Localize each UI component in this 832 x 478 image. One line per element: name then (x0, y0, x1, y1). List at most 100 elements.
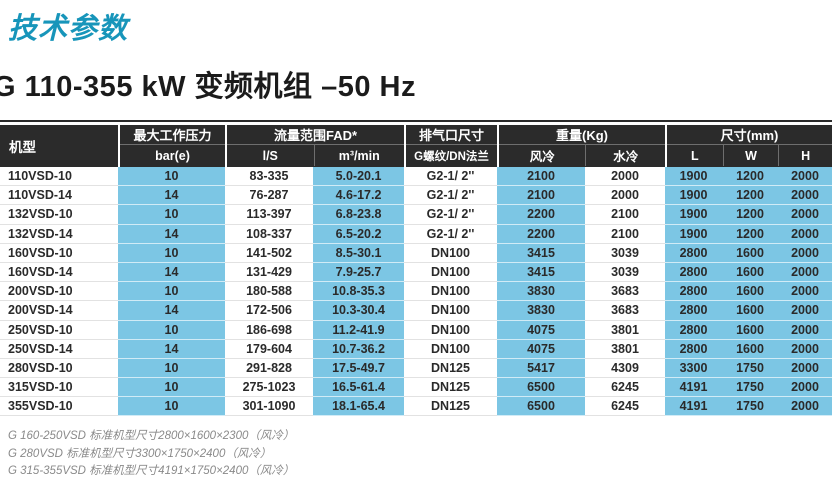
header-dimensions-label: 尺寸(mm) (720, 128, 779, 143)
footnotes: G 160-250VSD 标准机型尺寸2800×1600×2300（风冷） G … (8, 428, 294, 478)
value-cell: 3300 (665, 358, 722, 379)
value-cell: 2000 (778, 301, 832, 321)
value-cell: 2100 (497, 167, 585, 187)
value-cell: 291-828 (225, 358, 313, 379)
table-row: 132VSD-14 14 108-337 6.5-20.2 G2-1/ 2'' 2200 2… (0, 224, 832, 244)
header-outlet-sub: G螺纹/DN法兰 (414, 150, 489, 163)
value-cell: 10.7-36.2 (313, 339, 404, 359)
value-cell: 2800 (665, 301, 722, 321)
value-cell: DN100 (404, 339, 497, 359)
value-cell: DN125 (404, 358, 497, 379)
value-cell: 179-604 (225, 339, 313, 359)
page-subtitle: G 110-355 kW 变频机组 –50 Hz (0, 71, 416, 103)
value-cell: 1600 (722, 339, 778, 359)
value-cell: 1750 (722, 397, 778, 417)
value-cell: 10 (118, 378, 225, 398)
value-cell: 2000 (778, 282, 832, 302)
header-group-weight: 重量(Kg) 风冷 水冷 (497, 125, 665, 167)
value-cell: 3039 (585, 262, 665, 283)
model-cell: 160VSD-14 (0, 262, 118, 283)
value-cell: 2000 (778, 378, 832, 398)
value-cell: 275-1023 (225, 378, 313, 398)
value-cell: 2000 (778, 320, 832, 340)
header-pressure-label: 最大工作压力 (133, 128, 212, 143)
footnote-line: G 160-250VSD 标准机型尺寸2800×1600×2300（风冷） (8, 430, 295, 442)
value-cell: 10 (118, 320, 225, 340)
header-outlet-label: 排气口尺寸 (418, 128, 484, 143)
header-model-label: 机型 (9, 140, 36, 155)
table-row: 250VSD-14 14 179-604 10.7-36.2 DN100 4075 3801… (0, 339, 832, 359)
value-cell: 14 (118, 186, 225, 206)
model-cell: 355VSD-10 (0, 397, 118, 417)
value-cell: 10 (118, 205, 225, 225)
model-cell: 280VSD-10 (0, 358, 118, 379)
value-cell: 6245 (585, 397, 665, 417)
value-cell: 180-588 (225, 282, 313, 302)
value-cell: 113-397 (225, 205, 313, 225)
value-cell: 2000 (585, 167, 665, 187)
header-weight-water: 水冷 (585, 145, 665, 166)
value-cell: 2800 (665, 339, 722, 359)
value-cell: G2-1/ 2'' (404, 224, 497, 244)
value-cell: 14 (118, 262, 225, 283)
value-cell: DN125 (404, 378, 497, 398)
value-cell: DN100 (404, 282, 497, 302)
page-title: 技术参数 (8, 13, 129, 45)
value-cell: 10 (118, 167, 225, 187)
value-cell: 10.8-35.3 (313, 282, 404, 302)
table-row: 355VSD-10 10 301-1090 18.1-65.4 DN125 6500 624… (0, 397, 832, 417)
header-flow-ls: l/S (262, 148, 278, 163)
value-cell: G2-1/ 2'' (404, 167, 497, 187)
value-cell: 1600 (722, 262, 778, 283)
model-cell: 315VSD-10 (0, 378, 118, 398)
value-cell: 4075 (497, 320, 585, 340)
value-cell: G2-1/ 2'' (404, 186, 497, 206)
value-cell: DN100 (404, 243, 497, 263)
table-row: 280VSD-10 10 291-828 17.5-49.7 DN125 5417 4309… (0, 358, 832, 379)
value-cell: 2000 (778, 205, 832, 225)
value-cell: 4191 (665, 397, 722, 417)
header-dim-h: H (778, 145, 832, 166)
value-cell: 2800 (665, 320, 722, 340)
value-cell: 2800 (665, 243, 722, 263)
value-cell: 1900 (665, 167, 722, 187)
value-cell: 2000 (778, 186, 832, 206)
value-cell: 6.8-23.8 (313, 205, 404, 225)
value-cell: 1200 (722, 186, 778, 206)
header-flow-label: 流量范围FAD* (273, 128, 358, 143)
value-cell: 2800 (665, 262, 722, 283)
model-cell: 110VSD-10 (0, 167, 118, 187)
value-cell: G2-1/ 2'' (404, 205, 497, 225)
value-cell: 1900 (665, 224, 722, 244)
value-cell: 5.0-20.1 (313, 167, 404, 187)
value-cell: 2000 (778, 339, 832, 359)
table-row: 200VSD-10 10 180-588 10.8-35.3 DN100 3830 3683… (0, 282, 832, 302)
value-cell: 83-335 (225, 167, 313, 187)
header-group-dimensions: 尺寸(mm) L W H (665, 125, 832, 167)
value-cell: 3801 (585, 320, 665, 340)
value-cell: 2000 (778, 224, 832, 244)
model-cell: 132VSD-10 (0, 205, 118, 225)
header-group-flow: 流量范围FAD* l/S m³/min (225, 125, 404, 167)
value-cell: 3830 (497, 282, 585, 302)
value-cell: 76-287 (225, 186, 313, 206)
table-row: 250VSD-10 10 186-698 11.2-41.9 DN100 4075 3801… (0, 320, 832, 340)
value-cell: 131-429 (225, 262, 313, 283)
model-cell: 200VSD-14 (0, 301, 118, 321)
value-cell: 10.3-30.4 (313, 301, 404, 321)
header-dim-l: L (691, 148, 699, 163)
value-cell: 2200 (497, 205, 585, 225)
value-cell: 6245 (585, 378, 665, 398)
value-cell: 2000 (778, 262, 832, 283)
table-row: 110VSD-14 14 76-287 4.6-17.2 G2-1/ 2'' 2100 20… (0, 186, 832, 206)
value-cell: 18.1-65.4 (313, 397, 404, 417)
value-cell: 2000 (778, 243, 832, 263)
value-cell: 10 (118, 397, 225, 417)
value-cell: 3683 (585, 301, 665, 321)
value-cell: 1750 (722, 378, 778, 398)
value-cell: DN100 (404, 301, 497, 321)
value-cell: 6.5-20.2 (313, 224, 404, 244)
value-cell: 186-698 (225, 320, 313, 340)
header-group-pressure: 最大工作压力 bar(e) (118, 125, 225, 167)
value-cell: 17.5-49.7 (313, 358, 404, 379)
